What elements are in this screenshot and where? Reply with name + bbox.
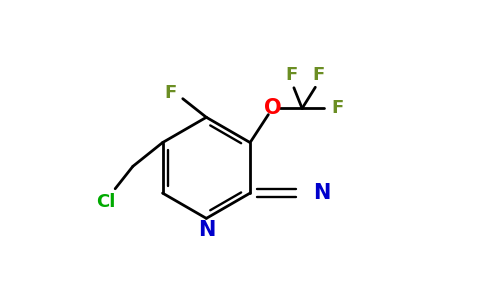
Text: O: O	[264, 98, 281, 118]
Text: F: F	[286, 66, 298, 84]
Text: Cl: Cl	[96, 193, 116, 211]
Text: N: N	[197, 220, 215, 240]
Text: N: N	[313, 183, 331, 203]
Text: F: F	[332, 99, 344, 117]
Text: F: F	[165, 84, 177, 102]
Text: F: F	[312, 66, 325, 84]
